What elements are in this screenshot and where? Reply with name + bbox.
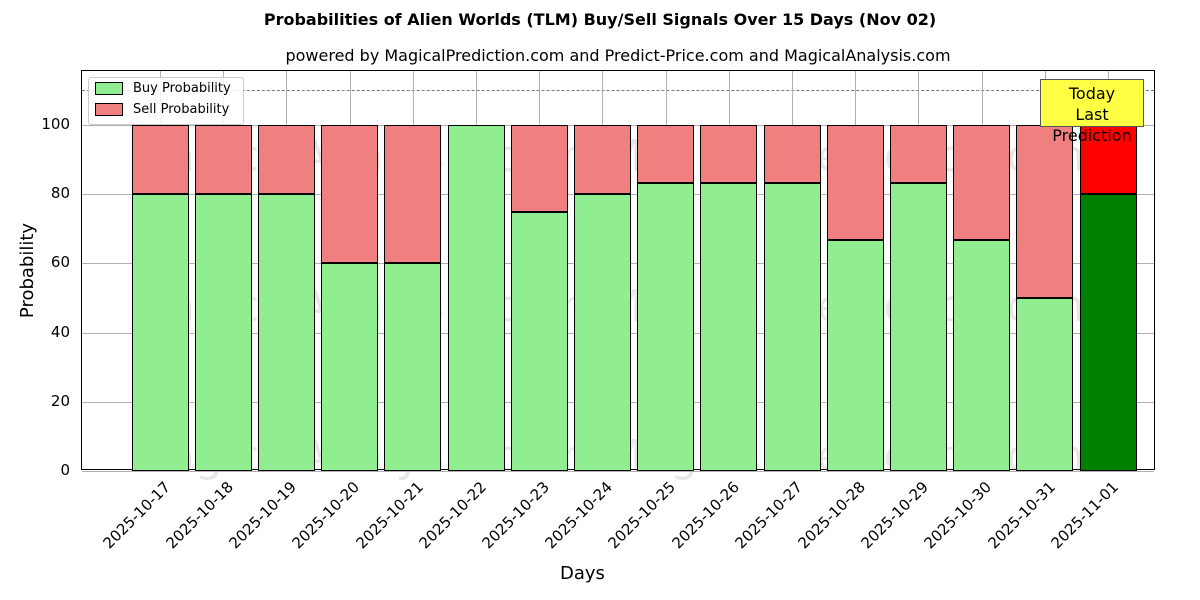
buy-bar <box>194 194 252 471</box>
x-tick: 2025-10-20 <box>288 478 364 553</box>
buy-bar <box>510 211 568 471</box>
sell-bar <box>573 125 631 195</box>
gridline-h <box>82 471 1154 472</box>
annotation-line2: Last Prediction <box>1052 105 1132 145</box>
sell-bar <box>889 125 947 183</box>
x-tick: 2025-10-27 <box>731 478 806 553</box>
x-tick: 2025-10-24 <box>541 478 617 553</box>
y-tick: 20 <box>50 391 70 410</box>
buy-bar <box>1079 194 1137 471</box>
buy-bar <box>384 263 442 471</box>
legend-sell: Sell Probability <box>89 99 243 120</box>
legend: Buy Probability Sell Probability <box>88 77 244 125</box>
sell-bar <box>194 125 252 195</box>
x-tick: 2025-10-31 <box>984 478 1059 553</box>
buy-bar <box>889 182 947 471</box>
buy-bar <box>700 182 758 471</box>
buy-bar <box>447 125 505 471</box>
x-tick: 2025-10-19 <box>225 478 301 553</box>
y-tick: 60 <box>50 253 70 272</box>
today-annotation: Today Last Prediction <box>1040 79 1144 145</box>
y-tick: 80 <box>50 184 70 203</box>
plot-area: MagicalAnalysis.comMagicalPrediction.com… <box>81 70 1155 482</box>
sell-bar <box>637 125 695 183</box>
buy-bar <box>1016 298 1074 471</box>
x-tick: 2025-11-01 <box>1047 478 1122 553</box>
y-tick: 100 <box>41 115 70 133</box>
buy-bar <box>953 240 1011 471</box>
sell-bar <box>953 125 1011 241</box>
sell-bar <box>1079 125 1137 195</box>
buy-bar <box>763 182 821 471</box>
x-tick: 2025-10-30 <box>920 478 996 553</box>
buy-bar <box>573 194 631 471</box>
chart-subtitle: powered by MagicalPrediction.com and Pre… <box>285 46 951 65</box>
y-tick: 40 <box>50 322 70 341</box>
buy-swatch <box>95 82 123 95</box>
buy-bar <box>637 182 695 471</box>
sell-bar <box>826 125 884 241</box>
buy-bar <box>257 194 315 471</box>
x-tick: 2025-10-17 <box>99 478 174 553</box>
buy-bar <box>321 263 379 471</box>
annotation-line1: Today <box>1068 84 1116 103</box>
reference-line <box>82 90 1154 92</box>
buy-bar <box>826 240 884 471</box>
x-tick: 2025-10-29 <box>857 478 933 553</box>
sell-bar <box>763 125 821 183</box>
x-tick: 2025-10-22 <box>415 478 490 553</box>
x-tick: 2025-10-28 <box>794 478 869 553</box>
x-tick: 2025-10-25 <box>604 478 680 553</box>
x-tick: 2025-10-21 <box>352 478 427 553</box>
sell-bar <box>384 125 442 264</box>
x-axis-label: Days <box>560 563 605 584</box>
buy-bar <box>131 194 189 471</box>
chart-title: Probabilities of Alien Worlds (TLM) Buy/… <box>263 10 937 29</box>
x-tick: 2025-10-26 <box>668 478 743 553</box>
legend-sell-label: Sell Probability <box>133 102 230 117</box>
legend-buy: Buy Probability <box>89 78 243 99</box>
legend-buy-label: Buy Probability <box>133 81 231 96</box>
sell-swatch <box>95 103 123 116</box>
x-tick: 2025-10-18 <box>162 478 237 553</box>
sell-bar <box>510 125 568 212</box>
sell-bar <box>131 125 189 195</box>
sell-bar <box>700 125 758 183</box>
sell-bar <box>257 125 315 195</box>
x-tick: 2025-10-23 <box>478 478 553 553</box>
sell-bar <box>321 125 379 264</box>
y-tick: 0 <box>60 461 70 479</box>
sell-bar <box>1016 125 1074 298</box>
